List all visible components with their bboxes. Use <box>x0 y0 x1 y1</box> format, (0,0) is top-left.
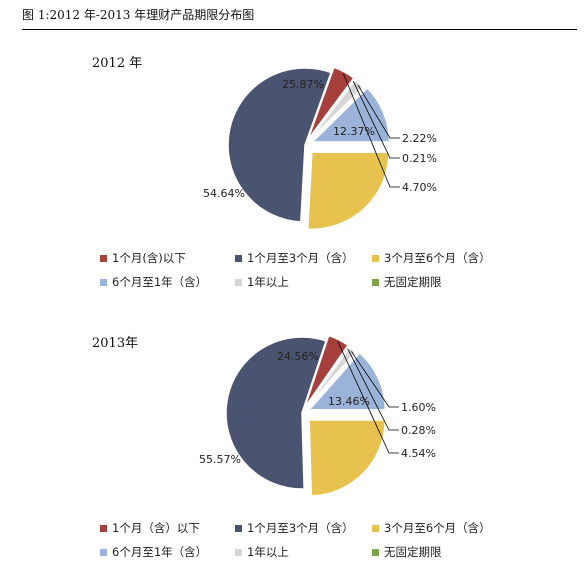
pie-slice-m1to3 <box>225 336 327 490</box>
data-label-nofixed: 0.28% <box>401 424 436 437</box>
pie-slice-m6to1y <box>307 351 387 411</box>
legend-swatch <box>235 548 242 556</box>
legend-2013: 1个月（含）以下 1个月至3个月（含） 3个月至6个月（含） 6个月至1年（含） 1年以… <box>100 520 560 560</box>
pie-slice-nofixed <box>307 78 356 142</box>
pie-chart-2012: 25.87% 12.37% 2.22% 0.21% 4.70% 54.64% <box>203 66 437 230</box>
leader-line-nofixed <box>352 81 400 159</box>
pie-slice-m1to3 <box>227 67 333 223</box>
legend-item-m3to6: 3个月至6个月（含） <box>372 250 491 266</box>
page-title: 图 1:2012 年-2013 年理财产品期限分布图 <box>22 8 255 22</box>
chart-2013-title: 2013年 <box>92 336 139 351</box>
legend-label: 6个月至1年（含） <box>112 545 208 559</box>
leader-line-gt1y <box>351 351 399 408</box>
legend-item-lt1m: 1个月(含)以下 <box>100 250 186 266</box>
data-label-m6to1y: 12.37% <box>333 125 375 138</box>
chart-2012-title: 2012 年 <box>92 56 143 71</box>
legend-item-m1to3: 1个月至3个月（含） <box>235 250 354 266</box>
legend-swatch <box>100 254 107 262</box>
legend-label: 1个月至3个月（含） <box>247 521 354 535</box>
pie-slice-lt1m <box>307 66 355 141</box>
legend-swatch <box>372 548 379 556</box>
legend-label: 1年以上 <box>247 275 289 289</box>
legend-item-m1to3: 1个月至3个月（含） <box>235 520 354 536</box>
pie-slice-m3to6 <box>306 151 390 230</box>
data-label-lt1m: 4.54% <box>401 447 436 460</box>
leader-line-lt1m <box>342 73 400 188</box>
legend-swatch <box>235 524 242 532</box>
data-label-m3to6: 25.87% <box>282 78 324 91</box>
legend-swatch <box>372 254 379 262</box>
legend-swatch <box>235 278 242 286</box>
leader-line-lt1m <box>337 341 399 454</box>
legend-item-nofixed: 无固定期限 <box>372 544 442 560</box>
legend-item-m6to1y: 6个月至1年（含） <box>100 274 207 290</box>
pie-slice-m6to1y <box>310 86 391 143</box>
leader-line-nofixed <box>347 348 399 431</box>
legend-item-nofixed: 无固定期限 <box>372 274 442 290</box>
legend-label: 3个月至6个月（含） <box>384 251 491 265</box>
legend-swatch <box>100 548 107 556</box>
legend-2012: 1个月(含)以下 1个月至3个月（含） 3个月至6个月（含） 6个月至1年（含） 1年以… <box>100 250 560 290</box>
legend-label: 无固定期限 <box>384 275 442 289</box>
title-divider <box>22 29 577 30</box>
leader-line-gt1y <box>357 84 400 139</box>
pie-slice-lt1m <box>303 334 350 409</box>
legend-label: 1个月至3个月（含） <box>247 251 354 265</box>
legend-label: 1个月（含）以下 <box>112 521 200 535</box>
legend-label: 3个月至6个月（含） <box>384 521 491 535</box>
data-label-m1to3: 54.64% <box>203 187 245 200</box>
legend-swatch <box>372 524 379 532</box>
legend-swatch <box>235 254 242 262</box>
pie-slice-m3to6 <box>308 419 386 497</box>
legend-label: 无固定期限 <box>384 545 442 559</box>
legend-swatch <box>100 278 107 286</box>
data-label-lt1m: 4.70% <box>402 181 437 194</box>
legend-item-m6to1y: 6个月至1年（含） <box>100 544 207 560</box>
pie-slice-nofixed <box>304 345 351 410</box>
legend-swatch <box>372 278 379 286</box>
legend-item-m3to6: 3个月至6个月（含） <box>372 520 491 536</box>
data-label-gt1y: 2.22% <box>402 132 437 145</box>
legend-label: 6个月至1年（含） <box>112 275 208 289</box>
pie-chart-2013: 24.56% 13.46% 1.60% 0.28% 4.54% 55.57% <box>199 334 436 497</box>
legend-item-gt1y: 1年以上 <box>235 544 289 560</box>
data-label-nofixed: 0.21% <box>402 152 437 165</box>
legend-label: 1年以上 <box>247 545 289 559</box>
data-label-m3to6: 24.56% <box>277 350 319 363</box>
legend-item-gt1y: 1年以上 <box>235 274 289 290</box>
legend-item-lt1m: 1个月（含）以下 <box>100 520 200 536</box>
data-label-m1to3: 55.57% <box>199 453 241 466</box>
legend-label: 1个月(含)以下 <box>112 251 186 265</box>
data-label-gt1y: 1.60% <box>401 401 436 414</box>
data-label-m6to1y: 13.46% <box>328 395 370 408</box>
legend-swatch <box>100 524 107 532</box>
